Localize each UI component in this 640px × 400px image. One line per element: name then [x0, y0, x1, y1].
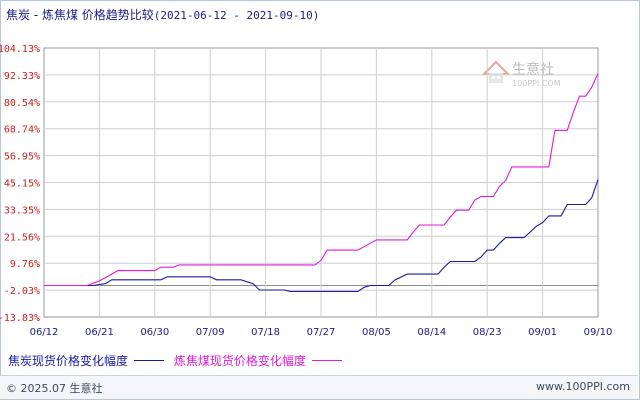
series-line-coke — [44, 179, 599, 292]
x-tick-label: 06/30 — [140, 327, 169, 338]
y-tick-label: 21.56% — [4, 232, 40, 243]
watermark-brand: 生意社 — [512, 61, 554, 78]
x-tick-label: 09/10 — [584, 327, 613, 338]
y-tick-label: 104.13% — [0, 44, 40, 55]
x-tick-label: 08/23 — [473, 327, 502, 338]
legend-label-coking-coal: 炼焦煤现货价格变化幅度 — [173, 354, 306, 368]
house-icon — [481, 60, 511, 83]
chart-title: 焦炭 - 炼焦煤 价格趋势比较(2021-06-12 - 2021-09-10) — [6, 6, 319, 23]
x-tick-label: 07/18 — [251, 327, 280, 338]
footer-copyright: © 2025.07 生意社 — [6, 382, 103, 395]
footer-site-link[interactable]: www.100PPI.com — [536, 380, 630, 393]
x-tick-label: 06/21 — [85, 327, 114, 338]
series-line-coking-coal — [44, 73, 599, 287]
y-tick-label: 92.33% — [4, 71, 40, 82]
watermark-logo: 生意社 100PPI.COM — [481, 60, 561, 88]
x-tick-label: 07/27 — [307, 327, 336, 338]
x-tick-label: 08/05 — [362, 327, 391, 338]
legend-swatch-coke — [134, 360, 165, 361]
title-text: 焦炭 - 炼焦煤 价格趋势比较 — [6, 8, 154, 22]
series-lines — [44, 73, 599, 292]
legend-swatch-coking-coal — [311, 360, 342, 361]
x-axis-labels: 06/12 06/21 06/30 07/09 07/18 07/27 08/05 08/14… — [30, 327, 613, 338]
grid — [43, 47, 599, 318]
x-tick-label: 07/09 — [196, 327, 225, 338]
y-tick-label: 33.35% — [4, 205, 40, 216]
x-tick-label: 09/01 — [528, 327, 557, 338]
y-tick-label: -2.03% — [4, 286, 40, 297]
watermark-site: 100PPI.COM — [512, 79, 561, 88]
y-tick-label: -13.83% — [0, 313, 40, 324]
legend-item-coking-coal: 炼焦煤现货价格变化幅度 — [174, 352, 342, 369]
legend: 焦炭现货价格变化幅度 炼焦煤现货价格变化幅度 — [8, 352, 348, 369]
line-chart: 104.13% 92.33% 80.54% 68.74% 56.95% 45.15% 33.… — [0, 44, 613, 338]
footer-bar: © 2025.07 生意社 www.100PPI.com — [0, 375, 638, 399]
y-tick-label: 9.76% — [10, 259, 40, 270]
y-tick-label: 56.95% — [4, 152, 40, 163]
x-tick-label: 08/14 — [417, 327, 446, 338]
y-axis-labels: 104.13% 92.33% 80.54% 68.74% 56.95% 45.15% 33.… — [0, 44, 40, 324]
y-tick-label: 68.74% — [4, 125, 40, 136]
y-tick-label: 80.54% — [4, 98, 40, 109]
legend-item-coke: 焦炭现货价格变化幅度 — [8, 352, 165, 369]
y-tick-label: 45.15% — [4, 179, 40, 190]
x-tick-label: 06/12 — [30, 327, 59, 338]
legend-label-coke: 焦炭现货价格变化幅度 — [8, 354, 129, 368]
title-date-range: (2021-06-12 - 2021-09-10) — [153, 9, 320, 22]
